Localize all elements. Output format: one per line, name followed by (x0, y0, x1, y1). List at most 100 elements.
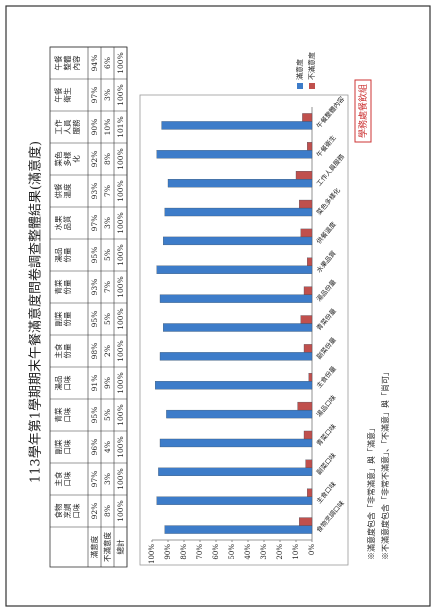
table-cell: 92% (90, 503, 99, 520)
bar (156, 150, 313, 159)
table-cell: 100% (116, 404, 125, 425)
table-cell: 100% (116, 468, 125, 489)
bar (167, 179, 313, 188)
x-tick-label: 副菜份量 (314, 335, 338, 361)
bar (159, 438, 313, 448)
bar (307, 488, 313, 497)
table-cell: 5% (103, 249, 112, 261)
table-cell: 5% (103, 409, 112, 421)
page-border (5, 5, 431, 607)
table-cell: 2% (103, 345, 112, 357)
x-tick-label: 青菜份量 (314, 306, 338, 332)
table-header: 主食口味 (54, 471, 72, 487)
table-header-cell: 副菜口味 (54, 440, 72, 455)
table-cell: 7% (103, 185, 112, 197)
y-tick-label: 40% (244, 544, 252, 560)
x-tick-label: 供餐溫度 (314, 219, 338, 245)
table-cell: 100% (116, 372, 125, 393)
bar (166, 409, 313, 419)
table-cell: 9% (103, 377, 112, 389)
bar (161, 121, 313, 130)
table-header: 菜色多樣化 (54, 151, 81, 167)
y-tick-label: 80% (180, 544, 188, 560)
x-tick-label: 水果品質 (314, 248, 338, 274)
title: 113學年第1學期期末午餐滿意度問卷調查整體結果(滿意度) (28, 141, 44, 483)
table-cell: 100% (116, 340, 125, 361)
y-tick-label: 10% (292, 544, 300, 560)
table-cell: 90% (90, 119, 99, 136)
table-cell: 100% (116, 84, 125, 105)
table-header-cell: 午餐整體內容 (54, 55, 81, 71)
chart-frame (139, 94, 349, 566)
table-header-cell: 副菜份量 (54, 311, 72, 327)
table-header: 午餐衛生 (54, 87, 72, 103)
table-cell: 91% (90, 375, 99, 392)
bar (299, 517, 313, 526)
table-header: 副菜份量 (54, 311, 72, 327)
table-header: 湯品份量 (54, 247, 72, 263)
table-header-cell: 主食口味 (54, 471, 72, 487)
x-tick-label: 湯品口味 (314, 393, 338, 419)
y-tick-label: 70% (196, 544, 204, 560)
table-header-cell: 主食份量 (54, 344, 72, 359)
x-tick-label: 副菜口味 (314, 450, 338, 476)
y-tick-label: 30% (260, 544, 268, 560)
bar (302, 113, 313, 122)
table-cell: 10% (103, 119, 112, 136)
table-header: 湯品口味 (54, 375, 72, 391)
bar (163, 236, 313, 246)
bar (159, 294, 313, 303)
bar (300, 228, 313, 238)
y-tick-label: 20% (276, 544, 284, 560)
y-tick-label: 60% (212, 544, 220, 560)
table-cell: 3% (103, 89, 112, 101)
table-cell: 100% (116, 500, 125, 521)
x-tick-label: 湯品份量 (314, 277, 338, 303)
table-header: 午餐整體內容 (54, 55, 81, 71)
bar (299, 199, 313, 209)
bar (308, 373, 313, 382)
bar (303, 344, 313, 353)
legend-label: 不滿意度 (307, 52, 316, 80)
table-cell: 101% (116, 116, 125, 137)
table-cell: 100% (116, 244, 125, 265)
table-cell: 5% (103, 313, 112, 325)
table-cell: 95% (90, 247, 99, 264)
table-cell: 92% (90, 151, 99, 168)
table-header-cell: 食物烹調口味 (54, 504, 81, 519)
table-cell: 100% (116, 180, 125, 201)
legend-swatch (297, 83, 303, 89)
table-header: 工作人員服務 (54, 119, 81, 135)
table-header-cell: 水果品質 (54, 216, 72, 231)
bar (164, 207, 313, 217)
bar (155, 381, 313, 390)
table-cell: 95% (90, 311, 99, 328)
row-label: 總計 (115, 539, 125, 554)
note: ※不滿意度包含「非常不滿意」、「不滿意」與「尚可」 (380, 368, 390, 560)
table-cell: 8% (103, 153, 112, 165)
bar (307, 257, 313, 266)
table-header-cell: 菜色多樣化 (54, 151, 81, 167)
bar (156, 265, 313, 274)
y-tick-label: 100% (148, 544, 156, 564)
note: ※滿意度包含「非常滿意」與「滿意」 (366, 424, 376, 560)
table-cell: 95% (90, 407, 99, 424)
y-tick-label: 50% (228, 544, 236, 560)
bar (159, 352, 313, 361)
x-tick-label: 午餐整體內容 (314, 94, 346, 130)
bar (158, 467, 313, 476)
table-cell: 7% (103, 281, 112, 293)
table-cell: 97% (90, 87, 99, 104)
table-cell: 100% (116, 148, 125, 169)
table-cell: 93% (90, 183, 99, 200)
x-tick-label: 菜色多樣化 (314, 186, 342, 217)
table-cell: 100% (116, 276, 125, 297)
table-cell: 93% (90, 279, 99, 296)
bar (303, 430, 313, 440)
bar (307, 142, 313, 151)
stamp: 學務處餐飲組 (357, 84, 369, 138)
table-cell: 3% (103, 217, 112, 229)
x-tick-label: 主食份量 (314, 364, 338, 390)
